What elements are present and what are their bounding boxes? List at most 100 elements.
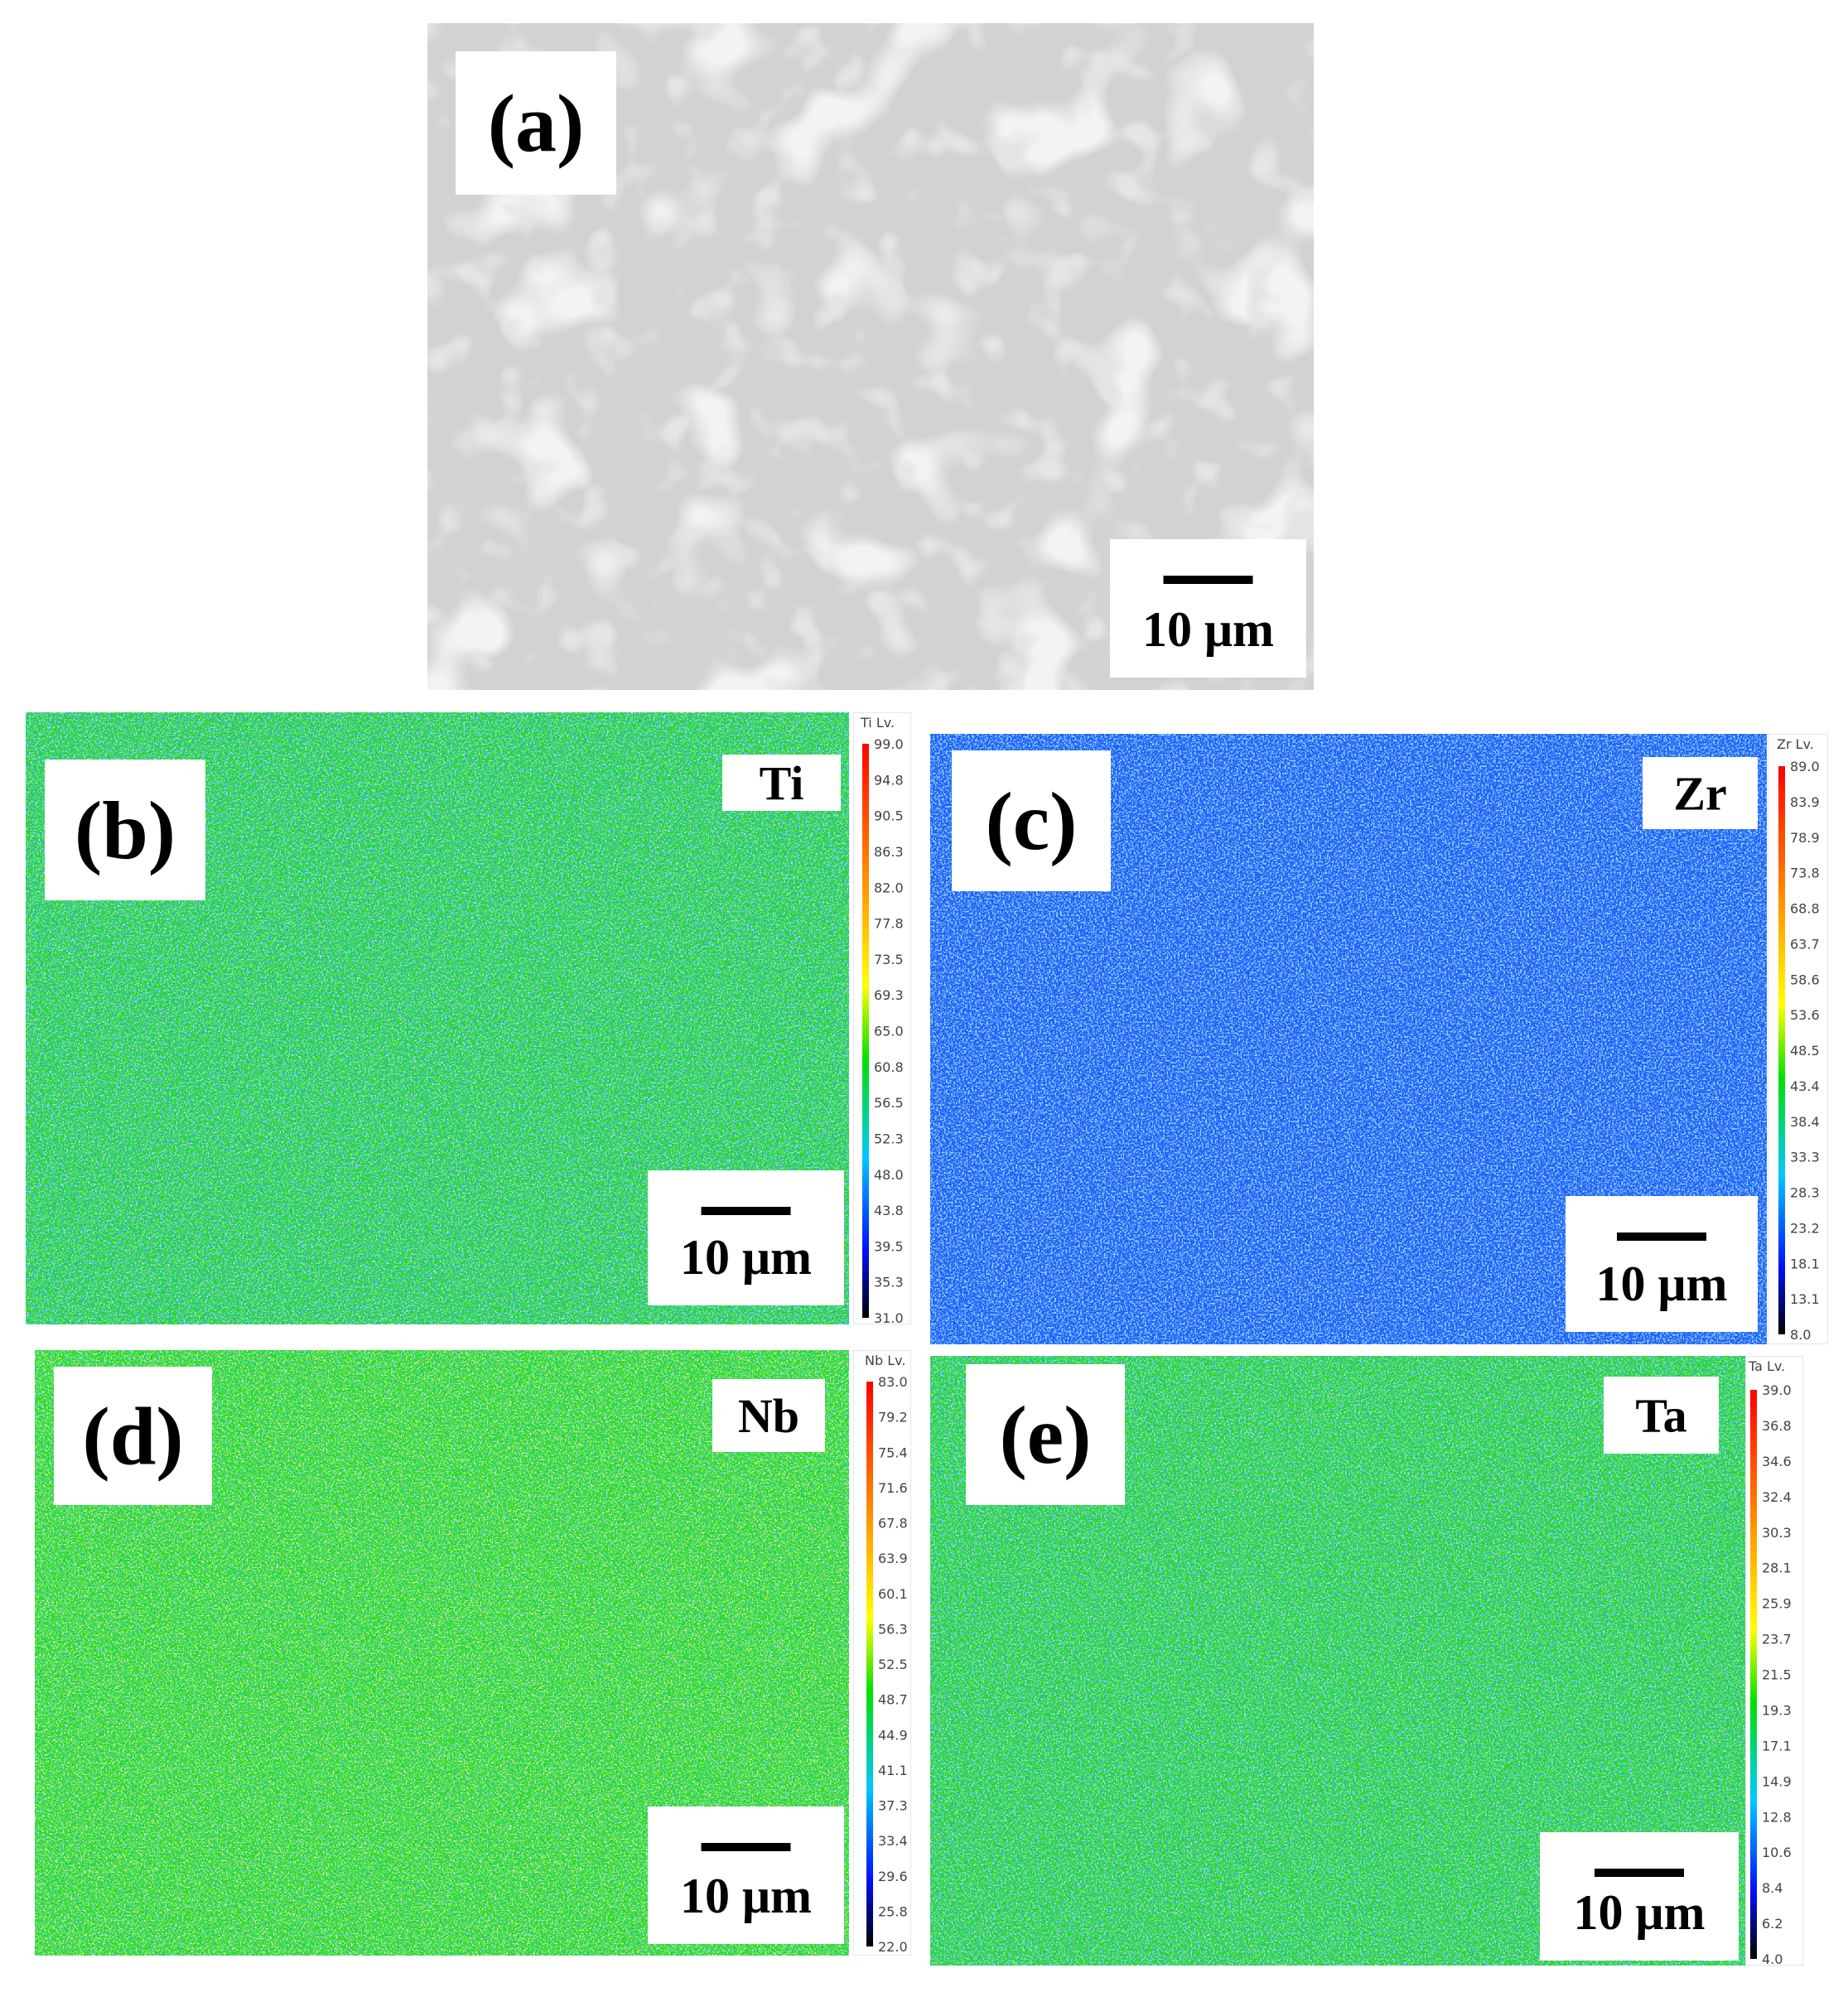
colorbar-tick-label: 34.6 <box>1762 1454 1792 1469</box>
colorbar-tick-label: 60.1 <box>878 1586 908 1602</box>
colorbar-tick-label: 18.1 <box>1790 1256 1820 1271</box>
colorbar-tick-label: 63.9 <box>878 1551 908 1566</box>
colorbar-tick-label: 17.1 <box>1762 1738 1792 1753</box>
panel-label: (a) <box>488 78 585 170</box>
colorbar-tick-label: 82.0 <box>874 880 904 895</box>
scale-label: 10 μm <box>1574 1885 1706 1940</box>
colorbar-tick-label: 28.1 <box>1762 1560 1792 1576</box>
colorbar: Ti Lv. 99.0 94.8 90.5 86.3 82.0 77.8 73.5 69.3 65… <box>853 712 911 1326</box>
colorbar-tick-label: 79.2 <box>878 1410 908 1425</box>
colorbar-tick-label: 68.8 <box>1790 901 1820 917</box>
colorbar-tick-label: 13.1 <box>1790 1291 1820 1307</box>
colorbar-tick-label: 43.8 <box>874 1203 904 1218</box>
colorbar-tick-label: 63.7 <box>1790 936 1820 952</box>
colorbar-tick-label: 8.4 <box>1762 1880 1783 1896</box>
colorbar-tick-label: 77.8 <box>874 916 904 932</box>
colorbar-bg <box>853 1350 911 1956</box>
scale-box <box>648 1170 844 1305</box>
colorbar-tick-label: 73.8 <box>1790 866 1820 881</box>
colorbar-tick-label: 6.2 <box>1762 1916 1783 1932</box>
colorbar-strip <box>862 744 869 1318</box>
colorbar-tick-label: 86.3 <box>874 844 904 860</box>
colorbar-tick-label: 71.6 <box>878 1480 908 1496</box>
colorbar-tick-label: 25.8 <box>878 1903 908 1919</box>
colorbar-tick-label: 39.5 <box>874 1238 904 1254</box>
colorbar-tick-label: 31.0 <box>874 1310 904 1326</box>
colorbar-tick-label: 56.3 <box>878 1621 908 1637</box>
colorbar-title: Ta Lv. <box>1748 1358 1785 1374</box>
colorbar-tick-label: 67.8 <box>878 1516 908 1532</box>
colorbar-tick-label: 23.2 <box>1790 1220 1820 1236</box>
label-box <box>952 750 1111 891</box>
colorbar-tick-label: 58.6 <box>1790 972 1820 987</box>
colorbar-tick-label: 48.0 <box>874 1167 904 1183</box>
colorbar-tick-label: 38.4 <box>1790 1114 1820 1130</box>
colorbar-tick-label: 33.4 <box>878 1833 908 1849</box>
colorbar-tick-label: 23.7 <box>1762 1632 1792 1647</box>
colorbar-tick-label: 8.0 <box>1790 1327 1811 1343</box>
colorbar-tick-label: 78.9 <box>1790 830 1820 846</box>
scale-label: 10 μm <box>1596 1257 1728 1311</box>
colorbar: Ta Lv. 39.0 36.8 34.6 32.4 30.3 28.1 25.9 23.7 21… <box>1745 1356 1803 1967</box>
element-label: Zr <box>1673 767 1726 821</box>
scale-label: 10 μm <box>1142 602 1274 657</box>
colorbar-tick-label: 39.0 <box>1762 1382 1792 1398</box>
element-label: Ta <box>1635 1389 1686 1443</box>
colorbar-bg <box>853 712 911 1324</box>
colorbar: Zr Lv. 89.0 83.9 78.9 73.8 68.8 63.7 58.6 53.6 48… <box>1768 734 1828 1344</box>
colorbar-tick-label: 83.9 <box>1790 794 1820 810</box>
element-label: Ti <box>760 756 804 810</box>
panel-label: (e) <box>1000 1389 1092 1481</box>
colorbar-tick-label: 4.0 <box>1762 1951 1783 1967</box>
colorbar-strip <box>1750 1390 1757 1959</box>
colorbar-tick-label: 19.3 <box>1762 1702 1792 1718</box>
colorbar-tick-label: 32.4 <box>1762 1489 1792 1505</box>
element-box <box>1604 1377 1719 1454</box>
colorbar-tick-label: 89.0 <box>1790 759 1820 774</box>
scale-box <box>1566 1196 1758 1332</box>
label-box <box>966 1364 1125 1505</box>
colorbar-title: Ti Lv. <box>860 715 895 731</box>
colorbar-tick-label: 35.3 <box>874 1275 904 1290</box>
colorbar-tick-label: 94.8 <box>874 772 904 788</box>
colorbar-title: Nb Lv. <box>865 1353 905 1368</box>
scale-bar <box>1595 1869 1684 1877</box>
colorbar-tick-label: 36.8 <box>1762 1418 1792 1434</box>
colorbar-tick-label: 10.6 <box>1762 1845 1792 1860</box>
panel: (a) 10 μm <box>427 23 1314 690</box>
scale-bar <box>701 1207 791 1215</box>
colorbar-tick-label: 28.3 <box>1790 1185 1820 1201</box>
colorbar-tick-label: 22.0 <box>878 1939 908 1955</box>
panel: (d) Nb 10 μm Nb Lv. 83.0 79.2 75.4 71.6 67.8 63.9… <box>35 1350 911 1956</box>
panel: (b) Ti 10 μm Ti Lv. 99.0 94.8 90.5 86.3 82.0 77.8… <box>26 712 911 1326</box>
colorbar-tick-label: 30.3 <box>1762 1525 1792 1541</box>
colorbar-bg <box>1768 734 1828 1344</box>
scale-label: 10 μm <box>680 1869 812 1923</box>
label-box <box>54 1367 212 1505</box>
scale-label: 10 μm <box>680 1230 812 1285</box>
element-box <box>722 755 841 811</box>
colorbar-strip <box>1778 766 1785 1334</box>
scale-bar <box>1617 1232 1706 1241</box>
colorbar-title: Zr Lv. <box>1777 736 1814 752</box>
element-box <box>1643 757 1758 829</box>
colorbar-tick-label: 90.5 <box>874 808 904 824</box>
colorbar-tick-label: 33.3 <box>1790 1150 1820 1165</box>
scale-bar <box>1163 576 1253 584</box>
colorbar-tick-label: 99.0 <box>874 736 904 752</box>
panel: (c) Zr 10 μm Zr Lv. 89.0 83.9 78.9 73.8 68.8 63.7… <box>930 734 1828 1344</box>
colorbar-tick-label: 37.3 <box>878 1798 908 1814</box>
colorbar-tick-label: 12.8 <box>1762 1809 1792 1825</box>
colorbar-tick-label: 83.0 <box>878 1374 908 1390</box>
scale-box <box>1540 1832 1739 1961</box>
colorbar: Nb Lv. 83.0 79.2 75.4 71.6 67.8 63.9 60.1 56.3 52… <box>853 1350 911 1956</box>
panel-label: (d) <box>82 1391 183 1483</box>
label-box <box>456 51 616 195</box>
scale-box <box>648 1806 844 1944</box>
scale-bar <box>701 1843 791 1851</box>
colorbar-tick-label: 41.1 <box>878 1763 908 1778</box>
element-box <box>712 1379 825 1452</box>
colorbar-tick-label: 53.6 <box>1790 1007 1820 1023</box>
